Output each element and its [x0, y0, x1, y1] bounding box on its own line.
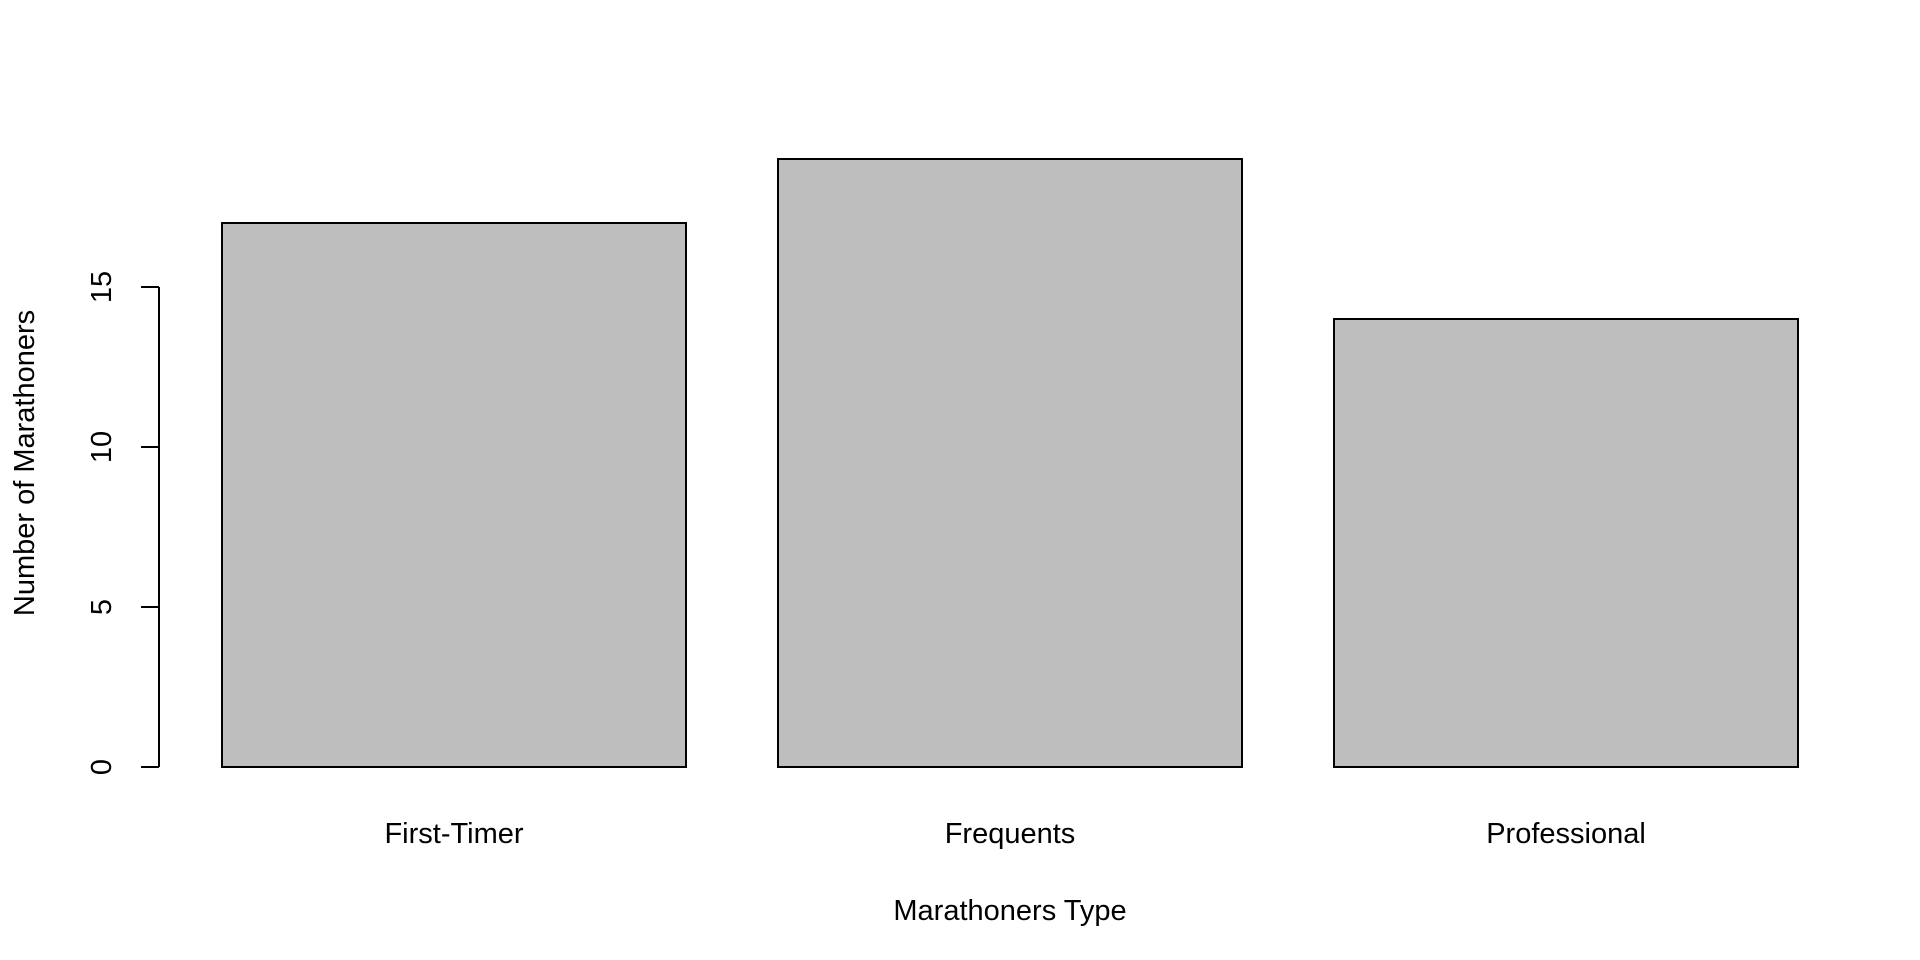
bar-professional — [1333, 318, 1799, 768]
y-axis-title: Number of Marathoners — [9, 310, 41, 616]
bar-first-timer — [221, 222, 687, 768]
y-axis: 0 5 10 15 — [86, 271, 160, 775]
bar-frequents — [777, 158, 1243, 768]
x-tick-label: Frequents — [945, 818, 1076, 850]
y-tick-label: 10 — [86, 431, 118, 463]
y-tick-label: 5 — [86, 599, 118, 615]
x-axis-title: Marathoners Type — [893, 895, 1126, 927]
y-tick-label: 15 — [86, 271, 118, 303]
x-tick-label: Professional — [1486, 818, 1646, 850]
y-tick-label: 0 — [86, 759, 118, 775]
x-tick-label: First-Timer — [384, 818, 523, 850]
bars-group — [221, 158, 1799, 768]
x-tick-labels: First-Timer Frequents Professional — [384, 818, 1645, 850]
